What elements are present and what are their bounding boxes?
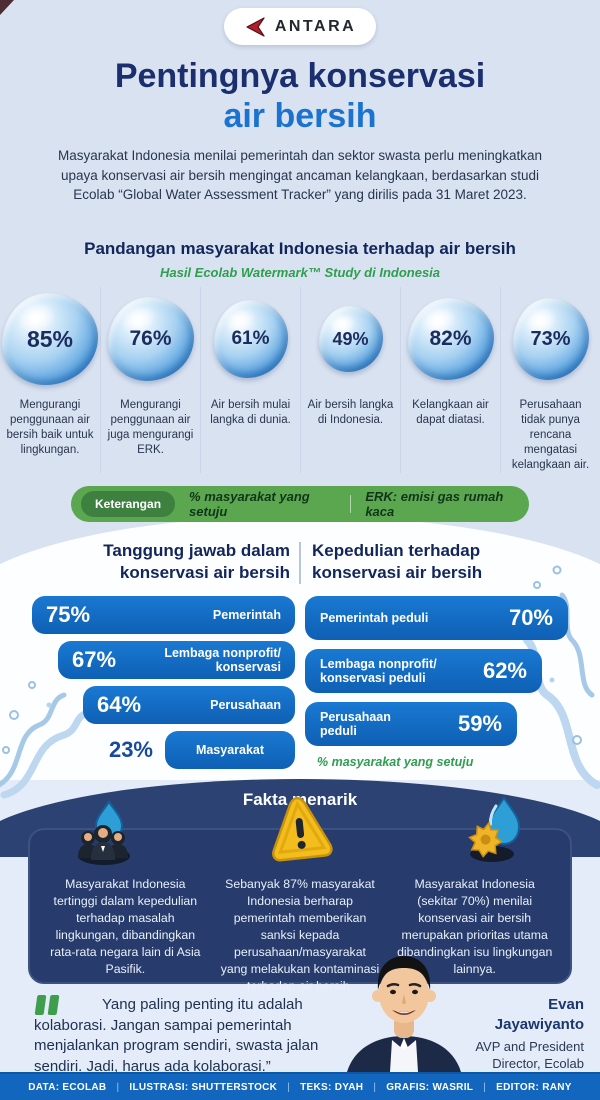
bar-label: Perusahaan <box>210 697 281 712</box>
column-divider <box>299 542 301 584</box>
credit-separator: | <box>287 1081 291 1093</box>
stat-drop-cell: 85% Mengurangi penggunaan air bersih bai… <box>0 287 100 473</box>
water-drop-icon: 49% <box>318 306 383 372</box>
bar-lembaga-nonprofit: 67% Lembaga nonprofit/ konservasi <box>58 641 295 679</box>
legend-note-erk: ERK: emisi gas rumah kaca <box>365 489 504 519</box>
antara-logo-text: ANTARA <box>274 17 357 35</box>
responsibility-bar-chart: 75% Pemerintah 67% Lembaga nonprofit/ ko… <box>32 596 295 776</box>
stat-value: 85% <box>26 325 74 352</box>
fact-item: Sebanyak 87% masyarakat Indonesia berhar… <box>220 877 380 993</box>
water-drop-icon: 76% <box>107 297 194 381</box>
credit-separator: | <box>373 1081 377 1093</box>
stat-label: Air bersih langka di Indonesia. <box>307 399 394 426</box>
drop-gear-icon <box>468 796 521 862</box>
stat-value: 82% <box>429 327 472 350</box>
credit-item: GRAFIS: WASRIL <box>386 1081 474 1093</box>
intro-paragraph: Masyarakat Indonesia menilai pemerintah … <box>57 148 542 203</box>
stat-drop-cell: 73% Perusahaan tidak punya rencana menga… <box>500 287 600 473</box>
credits-footer: DATA: ECOLAB | ILUSTRASI: SHUTTERSTOCK |… <box>0 1072 600 1100</box>
bar-label: Masyarakat <box>195 742 265 757</box>
antara-arrow-icon <box>246 16 265 37</box>
water-drop-icon: 61% <box>213 300 288 378</box>
stat-label: Perusahaan tidak punya rencana mengatasi… <box>511 399 590 471</box>
stat-drop-cell: 82% Kelangkaan air dapat diatasi. <box>400 287 500 473</box>
section-subheading-views: Hasil Ecolab Watermark™ Study di Indones… <box>159 265 441 280</box>
bar-row: 23% Masyarakat <box>32 731 295 769</box>
bar-pemerintah-peduli: Pemerintah peduli 70% <box>305 596 568 640</box>
bar-label: Lembaga nonprofit/ konservasi <box>164 645 281 674</box>
legend-divider <box>349 495 352 513</box>
bar-row: 64% Perusahaan <box>32 686 295 724</box>
bar-row: 67% Lembaga nonprofit/ konservasi <box>32 641 295 679</box>
bar-value: 64% <box>97 692 142 717</box>
bar-lembaga-peduli: Lembaga nonprofit/ konservasi peduli 62% <box>305 649 542 693</box>
stat-label: Kelangkaan air dapat diatasi. <box>412 399 489 426</box>
bar-masyarakat: Masyarakat <box>165 731 295 769</box>
page-title-line2: air bersih <box>223 97 377 135</box>
stat-value: 61% <box>231 328 270 349</box>
warning-icon <box>272 796 333 862</box>
bar-label: Perusahaan peduli <box>320 709 391 738</box>
credit-item: TEKS: DYAH <box>300 1081 364 1093</box>
stat-value: 73% <box>530 327 571 350</box>
bar-value: 62% <box>482 658 527 683</box>
stat-value: 49% <box>332 328 369 349</box>
stat-value: 76% <box>129 327 172 350</box>
water-drop-icon: 73% <box>512 298 589 380</box>
bar-label: Lembaga nonprofit/ konservasi peduli <box>320 656 437 685</box>
fact-item: Masyarakat Indonesia tertinggi dalam kep… <box>50 877 201 976</box>
concern-note: % masyarakat yang setuju <box>317 755 474 769</box>
page-title: Pentingnya konservasi air bersih <box>0 56 600 136</box>
bar-value: 70% <box>508 605 553 630</box>
quote-author-block: Evan Jayawiyanto AVP and President Direc… <box>459 995 584 1073</box>
bar-label: Pemerintah peduli <box>320 610 429 625</box>
bar-row: Perusahaan peduli 59% <box>305 702 568 746</box>
stat-label: Air bersih mulai langka di dunia. <box>210 399 291 426</box>
concern-bar-chart: Pemerintah peduli 70% Lembaga nonprofit/… <box>305 596 568 769</box>
stat-label: Mengurangi penggunaan air juga mengurang… <box>107 399 194 456</box>
bar-perusahaan: 64% Perusahaan <box>83 686 295 724</box>
credit-item: DATA: ECOLAB <box>28 1081 107 1093</box>
bar-value: 23% <box>108 737 153 762</box>
author-role: AVP and President Director, Ecolab <box>475 1039 584 1071</box>
legend-bar: Keterangan % masyarakat yang setuju ERK:… <box>71 486 529 522</box>
stat-label: Mengurangi penggunaan air bersih baik un… <box>6 399 94 456</box>
evan-jayawiyanto-portrait <box>347 956 461 1072</box>
legend-badge: Keterangan <box>81 491 176 517</box>
stat-drop-cell: 61% Air bersih mulai langka di dunia. <box>200 287 300 473</box>
legend-note-agree: % masyarakat yang setuju <box>189 489 310 519</box>
corner-fold-decoration <box>0 0 14 15</box>
bar-row: Lembaga nonprofit/ konservasi peduli 62% <box>305 649 568 693</box>
bar-value: 67% <box>72 647 117 672</box>
fact-item: Masyarakat Indonesia (sekitar 70%) menil… <box>397 877 553 976</box>
credit-item: EDITOR: RANY <box>496 1081 572 1093</box>
bar-value: 75% <box>46 602 91 627</box>
responsibility-heading: Tanggung jawab dalam konservasi air bers… <box>103 541 290 582</box>
section-heading-views: Pandangan masyarakat Indonesia terhadap … <box>84 239 516 258</box>
bar-pemerintah: 75% Pemerintah <box>32 596 295 634</box>
stat-drops-row: 85% Mengurangi penggunaan air bersih bai… <box>0 287 600 473</box>
bar-perusahaan-peduli: Perusahaan peduli 59% <box>305 702 517 746</box>
water-drop-icon: 82% <box>407 298 494 380</box>
credit-separator: | <box>483 1081 487 1093</box>
stat-drop-cell: 49% Air bersih langka di Indonesia. <box>300 287 400 473</box>
antara-logo: ANTARA <box>224 8 376 45</box>
stat-drop-cell: 76% Mengurangi penggunaan air juga mengu… <box>100 287 200 473</box>
bar-row: Pemerintah peduli 70% <box>305 596 568 640</box>
author-name: Evan Jayawiyanto <box>494 996 584 1033</box>
quote-text: Yang paling penting itu adalah kolaboras… <box>34 996 319 1076</box>
bar-label: Pemerintah <box>212 607 281 622</box>
bar-row: 75% Pemerintah <box>32 596 295 634</box>
bar-value: 59% <box>457 711 502 736</box>
water-drop-icon: 85% <box>2 293 98 385</box>
credit-separator: | <box>116 1081 120 1093</box>
credit-item: ILUSTRASI: SHUTTERSTOCK <box>129 1081 278 1093</box>
concern-heading: Kepedulian terhadap konservasi air bersi… <box>312 541 483 582</box>
page-title-line1: Pentingnya konservasi <box>114 57 486 95</box>
crowd-drop-icon <box>78 800 130 865</box>
